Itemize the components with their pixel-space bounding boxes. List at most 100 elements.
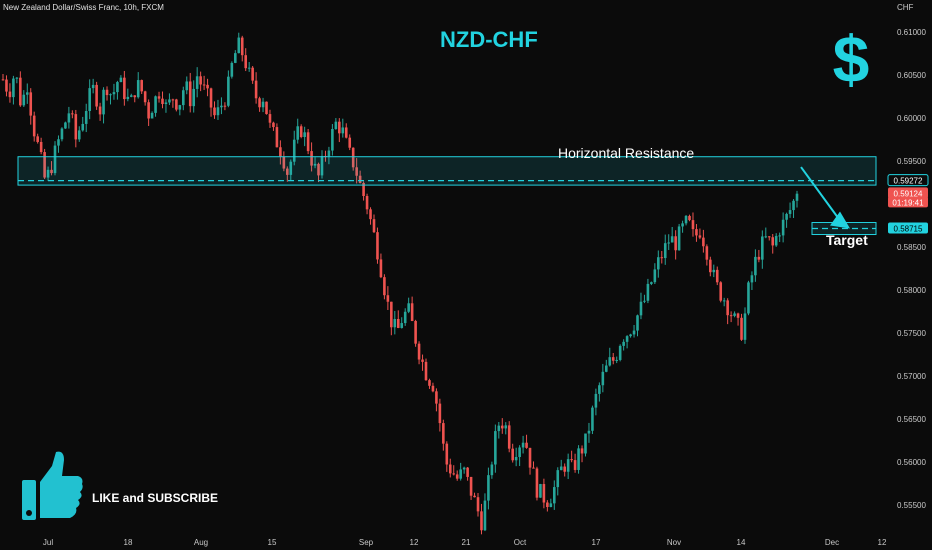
candle-body bbox=[64, 122, 67, 129]
candle-body bbox=[129, 95, 133, 97]
candle-body bbox=[22, 94, 26, 106]
candle-body bbox=[605, 365, 608, 372]
svg-text:$: $ bbox=[833, 22, 870, 92]
candle-body bbox=[743, 313, 747, 340]
y-tick-label: 0.57500 bbox=[897, 329, 926, 338]
candle-body bbox=[268, 114, 272, 123]
x-tick-label: 18 bbox=[124, 538, 133, 547]
candle-body bbox=[601, 371, 605, 386]
candle-body bbox=[490, 464, 494, 476]
candle-body bbox=[639, 301, 643, 316]
x-tick-label: Aug bbox=[194, 538, 208, 547]
price-tag-label: 0.58715 bbox=[894, 225, 923, 234]
candle-body bbox=[237, 37, 241, 54]
candle-body bbox=[195, 76, 199, 89]
candle-body bbox=[313, 163, 317, 166]
candle-body bbox=[365, 196, 369, 210]
candle-body bbox=[71, 113, 74, 115]
candle-body bbox=[788, 210, 792, 214]
candle-body bbox=[181, 90, 185, 106]
candle-body bbox=[331, 129, 334, 151]
candle-body bbox=[792, 200, 795, 211]
candle-body bbox=[719, 282, 723, 301]
candle-body bbox=[136, 80, 140, 98]
candle-body bbox=[570, 459, 573, 461]
candle-body bbox=[341, 127, 345, 134]
candle-body bbox=[452, 473, 456, 475]
candle-body bbox=[140, 80, 143, 92]
candle-body bbox=[133, 95, 137, 98]
thumbs-up-icon bbox=[22, 451, 83, 520]
candle-body bbox=[695, 229, 698, 236]
candle-body bbox=[469, 476, 473, 496]
candle-body bbox=[615, 359, 619, 361]
candle-body bbox=[112, 92, 116, 95]
candle-body bbox=[767, 236, 771, 238]
candle-body bbox=[729, 315, 733, 317]
candle-body bbox=[220, 105, 223, 108]
candle-body bbox=[230, 62, 234, 77]
candle-body bbox=[754, 256, 757, 276]
candle-body bbox=[344, 127, 348, 138]
candle-body bbox=[653, 269, 657, 283]
candle-body bbox=[157, 96, 161, 99]
candle-body bbox=[296, 126, 300, 140]
candle-body bbox=[379, 259, 383, 278]
candle-body bbox=[57, 139, 60, 146]
candle-body bbox=[19, 77, 22, 106]
candle-body bbox=[247, 67, 251, 69]
candle-body bbox=[442, 423, 445, 444]
candle-body bbox=[77, 130, 81, 140]
candle-body bbox=[622, 341, 625, 346]
candle-body bbox=[670, 236, 674, 243]
candle-body bbox=[577, 448, 580, 470]
candle-body bbox=[431, 385, 435, 392]
price-tag-label: 01:19:41 bbox=[892, 198, 924, 207]
candle-body bbox=[213, 107, 216, 116]
dollar-sign-icon: $ bbox=[833, 22, 870, 92]
candle-body bbox=[532, 467, 535, 469]
candle-body bbox=[175, 99, 178, 110]
candle-body bbox=[223, 105, 227, 107]
y-tick-label: 0.60500 bbox=[897, 71, 926, 80]
candle-body bbox=[258, 98, 261, 108]
candle-body bbox=[733, 313, 736, 316]
candle-body bbox=[209, 88, 213, 108]
candle-body bbox=[795, 193, 799, 201]
candle-body bbox=[396, 318, 400, 328]
candle-body bbox=[251, 67, 254, 81]
candle-body bbox=[487, 475, 490, 501]
candle-body bbox=[105, 89, 109, 96]
candle-body bbox=[552, 487, 556, 504]
candle-body bbox=[684, 215, 688, 224]
candle-body bbox=[383, 277, 386, 296]
candle-body bbox=[390, 301, 393, 328]
y-tick-label: 0.60000 bbox=[897, 114, 926, 123]
price-tag-bg bbox=[888, 196, 928, 208]
candle-body bbox=[507, 425, 511, 449]
candle-body bbox=[632, 330, 636, 335]
candle-body bbox=[403, 311, 407, 324]
candle-body bbox=[95, 84, 98, 107]
candle-body bbox=[29, 92, 33, 116]
candle-body bbox=[88, 88, 91, 112]
candle-body bbox=[677, 226, 681, 251]
target-label: Target bbox=[826, 232, 868, 248]
candle-body bbox=[32, 115, 36, 137]
candle-body bbox=[549, 503, 553, 508]
candle-body bbox=[227, 76, 230, 106]
candle-body bbox=[351, 147, 355, 168]
candle-body bbox=[1, 79, 5, 81]
candle-body bbox=[299, 126, 303, 138]
candle-body bbox=[161, 98, 164, 105]
candle-body bbox=[410, 303, 414, 321]
candle-body bbox=[566, 459, 570, 472]
candle-body bbox=[348, 137, 352, 148]
candle-body bbox=[53, 145, 57, 174]
candle-body bbox=[466, 467, 469, 477]
price-tag-label: 0.59272 bbox=[894, 177, 923, 186]
resistance-label: Horizontal Resistance bbox=[558, 145, 695, 161]
x-tick-label: 15 bbox=[268, 538, 277, 547]
candle-body bbox=[518, 447, 521, 458]
